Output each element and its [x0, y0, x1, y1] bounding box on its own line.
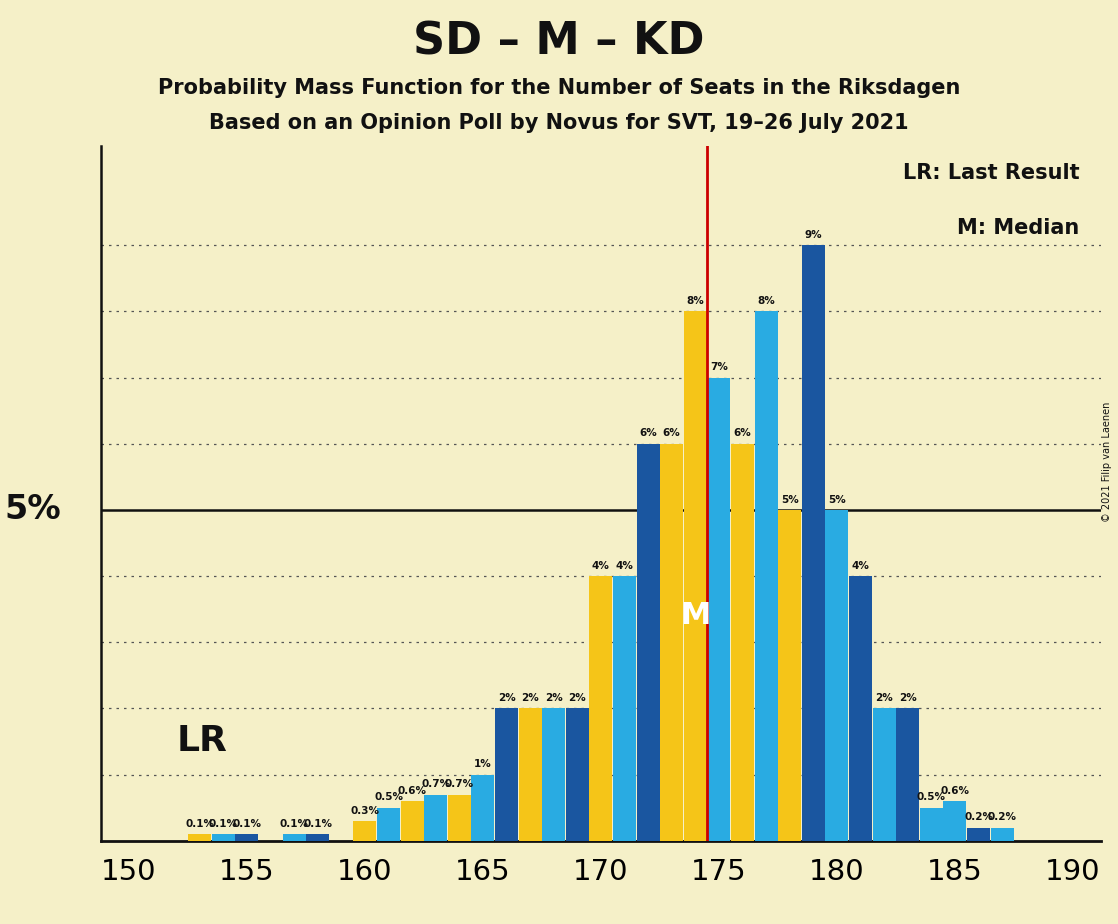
Text: 5%: 5% — [4, 493, 60, 527]
Bar — [778, 510, 802, 841]
Bar — [353, 821, 377, 841]
Bar — [472, 774, 494, 841]
Text: 5%: 5% — [828, 494, 846, 505]
Bar — [448, 795, 471, 841]
Text: 4%: 4% — [852, 561, 870, 571]
Text: M: M — [680, 602, 711, 630]
Bar — [377, 808, 400, 841]
Bar — [188, 834, 211, 841]
Text: 0.1%: 0.1% — [233, 819, 262, 829]
Bar — [212, 834, 235, 841]
Bar — [425, 795, 447, 841]
Text: Probability Mass Function for the Number of Seats in the Riksdagen: Probability Mass Function for the Number… — [158, 78, 960, 98]
Bar — [802, 245, 825, 841]
Text: 0.2%: 0.2% — [987, 812, 1016, 822]
Bar — [731, 444, 754, 841]
Text: 6%: 6% — [639, 429, 657, 439]
Bar — [661, 444, 683, 841]
Bar — [849, 577, 872, 841]
Text: © 2021 Filip van Laenen: © 2021 Filip van Laenen — [1102, 402, 1112, 522]
Text: 6%: 6% — [733, 429, 751, 439]
Text: 9%: 9% — [805, 230, 822, 240]
Text: 0.1%: 0.1% — [209, 819, 238, 829]
Bar — [873, 709, 896, 841]
Text: 5%: 5% — [780, 494, 798, 505]
Text: SD – M – KD: SD – M – KD — [414, 20, 704, 64]
Bar — [566, 709, 589, 841]
Text: 2%: 2% — [899, 693, 917, 703]
Text: 0.7%: 0.7% — [421, 779, 451, 789]
Text: 0.6%: 0.6% — [398, 785, 427, 796]
Text: 4%: 4% — [616, 561, 634, 571]
Bar — [708, 378, 730, 841]
Text: 2%: 2% — [544, 693, 562, 703]
Text: 6%: 6% — [663, 429, 681, 439]
Bar — [897, 709, 919, 841]
Bar — [236, 834, 258, 841]
Bar — [825, 510, 849, 841]
Bar — [400, 801, 424, 841]
Text: 0.1%: 0.1% — [280, 819, 309, 829]
Bar — [920, 808, 942, 841]
Bar — [944, 801, 966, 841]
Text: 4%: 4% — [593, 561, 609, 571]
Text: M: Median: M: Median — [957, 217, 1079, 237]
Text: Based on an Opinion Poll by Novus for SVT, 19–26 July 2021: Based on an Opinion Poll by Novus for SV… — [209, 113, 909, 133]
Bar — [495, 709, 518, 841]
Text: 1%: 1% — [474, 760, 492, 770]
Bar — [283, 834, 305, 841]
Text: 2%: 2% — [521, 693, 539, 703]
Text: 2%: 2% — [875, 693, 893, 703]
Bar — [306, 834, 329, 841]
Text: 2%: 2% — [568, 693, 586, 703]
Text: 2%: 2% — [498, 693, 515, 703]
Text: 0.3%: 0.3% — [350, 806, 379, 816]
Text: 8%: 8% — [686, 296, 704, 306]
Bar — [542, 709, 566, 841]
Bar — [684, 311, 707, 841]
Bar — [967, 828, 989, 841]
Text: 0.5%: 0.5% — [917, 793, 946, 802]
Text: LR: Last Result: LR: Last Result — [902, 164, 1079, 183]
Bar — [613, 577, 636, 841]
Bar — [755, 311, 777, 841]
Text: 7%: 7% — [710, 362, 728, 372]
Text: 0.7%: 0.7% — [445, 779, 474, 789]
Bar — [589, 577, 613, 841]
Text: 0.1%: 0.1% — [186, 819, 215, 829]
Text: 0.6%: 0.6% — [940, 785, 969, 796]
Text: 0.2%: 0.2% — [964, 812, 993, 822]
Text: 0.5%: 0.5% — [375, 793, 402, 802]
Text: 0.1%: 0.1% — [303, 819, 332, 829]
Bar — [991, 828, 1014, 841]
Text: LR: LR — [177, 724, 227, 758]
Text: 8%: 8% — [757, 296, 775, 306]
Bar — [636, 444, 660, 841]
Bar — [519, 709, 541, 841]
